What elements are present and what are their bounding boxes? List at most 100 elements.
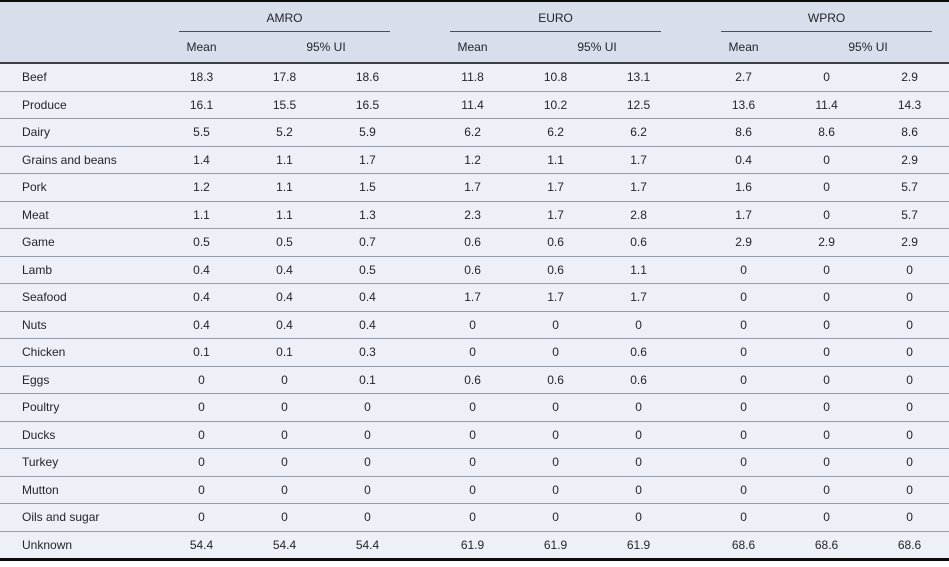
cell-value: 0.7 (326, 228, 410, 256)
column-gap (680, 310, 703, 339)
cell-value: 0 (785, 365, 869, 394)
cell-value: 1.6 (702, 173, 786, 201)
cell-value: 0 (785, 283, 869, 311)
cell-value: 0 (597, 393, 681, 421)
cell-value: 6.2 (514, 118, 598, 146)
table-row: Lamb 0.4 0.4 0.5 0.6 0.6 1.1 0 0 0 (0, 255, 949, 284)
cell-value: 0.3 (326, 338, 410, 366)
cell-value: 1.7 (431, 173, 515, 201)
cell-value: 5.9 (326, 118, 410, 146)
column-gap (409, 420, 432, 449)
cell-value: 61.9 (514, 530, 598, 561)
amro-ui-header: 95% UI (243, 32, 410, 64)
cell-value: 0 (868, 283, 949, 311)
table-row: Unknown 54.4 54.4 54.4 61.9 61.9 61.9 68.6 68.6 6… (0, 530, 949, 561)
cell-value: 0 (868, 393, 949, 421)
cell-value: 0 (514, 393, 598, 421)
row-label: Chicken (0, 338, 160, 366)
cell-value: 1.7 (326, 145, 410, 174)
column-gap (680, 475, 703, 504)
group-title: WPRO (807, 11, 846, 25)
table-row: Pork 1.2 1.1 1.5 1.7 1.7 1.7 1.6 0 5.7 (0, 173, 949, 201)
column-gap (409, 118, 432, 146)
cell-value: 0 (431, 475, 515, 504)
cell-value: 0 (431, 448, 515, 476)
cell-value: 0 (785, 503, 869, 531)
group-header-row: AMRO EURO WPRO (0, 1, 949, 32)
row-label: Dairy (0, 118, 160, 146)
cell-value: 0 (326, 420, 410, 449)
column-gap (409, 173, 432, 201)
column-gap (680, 503, 703, 531)
cell-value: 1.1 (160, 200, 243, 229)
cell-value: 0 (785, 310, 869, 339)
column-gap (680, 1, 703, 32)
label-column-subheader (0, 32, 160, 64)
column-gap (409, 255, 432, 284)
cell-value: 0 (160, 448, 243, 476)
cell-value: 5.7 (868, 200, 949, 229)
cell-value: 0 (702, 255, 786, 284)
column-gap (680, 420, 703, 449)
cell-value: 0.4 (160, 310, 243, 339)
cell-value: 0 (514, 420, 598, 449)
cell-value: 0 (514, 503, 598, 531)
column-gap (409, 32, 432, 64)
cell-value: 2.7 (702, 62, 786, 91)
label-column-header (0, 1, 160, 32)
cell-value: 1.1 (514, 145, 598, 174)
sub-header-row: Mean 95% UI Mean 95% UI Mean 95% UI (0, 32, 949, 64)
table-row: Eggs 0 0 0.1 0.6 0.6 0.6 0 0 0 (0, 365, 949, 394)
cell-value: 16.1 (160, 90, 243, 119)
cell-value: 15.5 (243, 90, 326, 119)
cell-value: 1.4 (160, 145, 243, 174)
cell-value: 0 (868, 255, 949, 284)
cell-value: 0 (597, 448, 681, 476)
cell-value: 13.1 (597, 62, 681, 91)
cell-value: 2.9 (785, 228, 869, 256)
table-row: Grains and beans 1.4 1.1 1.7 1.2 1.1 1.7 0.4 0 2.… (0, 145, 949, 174)
cell-value: 0 (785, 420, 869, 449)
cell-value: 0 (702, 310, 786, 339)
cell-value: 11.4 (785, 90, 869, 119)
column-gap (409, 228, 432, 256)
column-gap (680, 145, 703, 174)
group-header-euro: EURO (431, 1, 681, 32)
cell-value: 2.9 (702, 228, 786, 256)
cell-value: 0 (785, 448, 869, 476)
column-gap (680, 393, 703, 421)
cell-value: 68.6 (868, 530, 949, 561)
cell-value: 1.2 (160, 173, 243, 201)
cell-value: 0 (868, 420, 949, 449)
cell-value: 0 (702, 420, 786, 449)
column-gap (680, 118, 703, 146)
column-gap (409, 365, 432, 394)
row-label: Nuts (0, 310, 160, 339)
wpro-ui-header: 95% UI (785, 32, 949, 64)
cell-value: 0.4 (326, 283, 410, 311)
cell-value: 0 (431, 393, 515, 421)
cell-value: 0 (514, 475, 598, 504)
cell-value: 0 (868, 310, 949, 339)
cell-value: 0 (160, 420, 243, 449)
group-title: EURO (538, 11, 573, 25)
cell-value: 0 (243, 365, 326, 394)
cell-value: 1.5 (326, 173, 410, 201)
column-gap (680, 62, 703, 91)
table-row: Game 0.5 0.5 0.7 0.6 0.6 0.6 2.9 2.9 2.9 (0, 228, 949, 256)
cell-value: 0 (514, 448, 598, 476)
cell-value: 0.4 (243, 283, 326, 311)
table-header: AMRO EURO WPRO Mean 95% UI Mean 95% UI (0, 1, 949, 64)
cell-value: 0 (514, 338, 598, 366)
cell-value: 0 (160, 365, 243, 394)
row-label: Seafood (0, 283, 160, 311)
column-gap (680, 365, 703, 394)
cell-value: 68.6 (785, 530, 869, 561)
cell-value: 12.5 (597, 90, 681, 119)
column-gap (409, 503, 432, 531)
table-row: Chicken 0.1 0.1 0.3 0 0 0.6 0 0 0 (0, 338, 949, 366)
cell-value: 13.6 (702, 90, 786, 119)
cell-value: 0 (868, 338, 949, 366)
cell-value: 0.6 (431, 228, 515, 256)
